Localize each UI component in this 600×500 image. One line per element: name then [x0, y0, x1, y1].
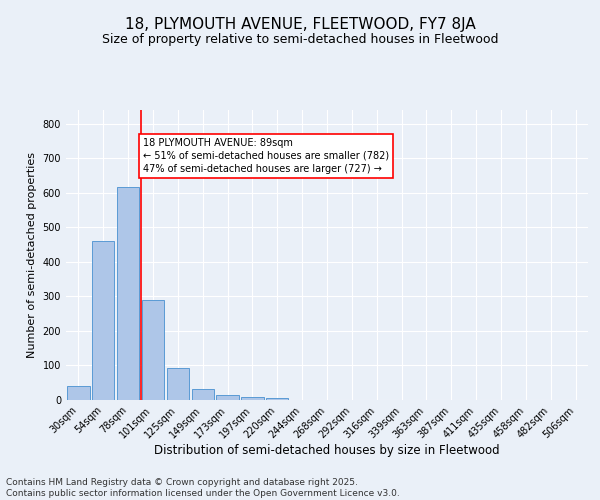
Bar: [67, 386, 89, 400]
Y-axis label: Number of semi-detached properties: Number of semi-detached properties: [27, 152, 37, 358]
Text: 18, PLYMOUTH AVENUE, FLEETWOOD, FY7 8JA: 18, PLYMOUTH AVENUE, FLEETWOOD, FY7 8JA: [125, 18, 475, 32]
Text: Size of property relative to semi-detached houses in Fleetwood: Size of property relative to semi-detach…: [102, 32, 498, 46]
Bar: [191, 388, 214, 400]
Bar: [142, 300, 164, 400]
Bar: [266, 398, 289, 400]
Text: Contains HM Land Registry data © Crown copyright and database right 2025.
Contai: Contains HM Land Registry data © Crown c…: [6, 478, 400, 498]
Bar: [241, 397, 263, 400]
Bar: [217, 395, 239, 400]
Bar: [167, 368, 189, 400]
Bar: [117, 186, 139, 400]
Bar: [92, 241, 115, 400]
X-axis label: Distribution of semi-detached houses by size in Fleetwood: Distribution of semi-detached houses by …: [154, 444, 500, 457]
Text: 18 PLYMOUTH AVENUE: 89sqm
← 51% of semi-detached houses are smaller (782)
47% of: 18 PLYMOUTH AVENUE: 89sqm ← 51% of semi-…: [143, 138, 389, 174]
